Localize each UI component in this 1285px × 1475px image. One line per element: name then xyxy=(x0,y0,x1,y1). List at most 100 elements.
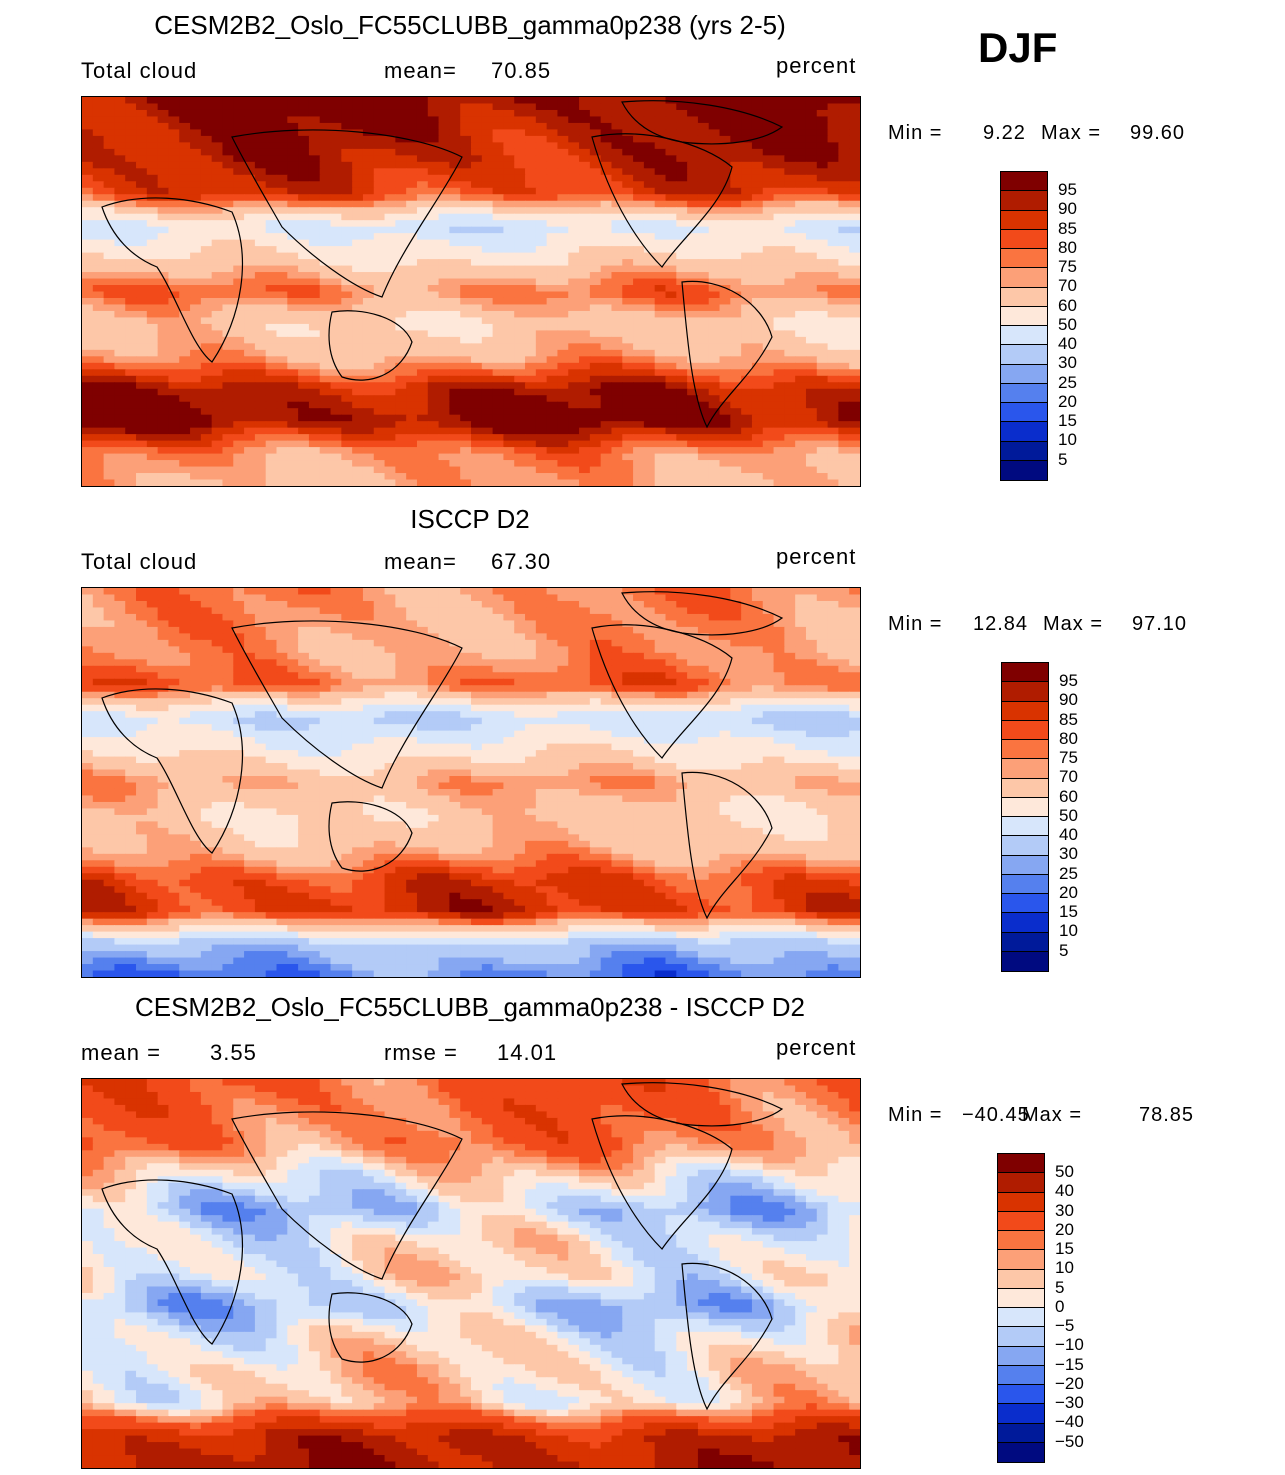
heatmap-cell xyxy=(341,129,353,137)
heatmap-cell xyxy=(579,440,591,448)
heatmap-cell xyxy=(416,388,429,396)
heatmap-cell xyxy=(481,434,494,442)
heatmap-cell xyxy=(762,272,775,280)
heatmap-cell xyxy=(254,310,267,319)
heatmap-cell xyxy=(222,613,234,622)
heatmap-cell xyxy=(471,200,483,208)
heatmap-cell xyxy=(849,317,860,325)
heatmap-cell xyxy=(114,174,126,182)
heatmap-cell xyxy=(92,626,105,634)
heatmap-cell xyxy=(136,473,148,481)
heatmap-cell xyxy=(535,285,548,293)
heatmap-cell xyxy=(190,259,202,267)
heatmap-cell xyxy=(168,103,180,111)
heatmap-cell xyxy=(460,109,472,118)
heatmap-cell xyxy=(233,226,245,234)
heatmap-cell xyxy=(222,479,234,486)
heatmap-cell xyxy=(654,213,667,221)
heatmap-cell xyxy=(535,447,548,455)
heatmap-cell xyxy=(373,168,386,176)
heatmap-cell xyxy=(546,272,559,280)
heatmap-cell xyxy=(341,369,353,377)
heatmap-cell xyxy=(179,310,191,319)
heatmap-cell xyxy=(600,473,613,481)
heatmap-cell xyxy=(103,246,116,254)
heatmap-cell xyxy=(179,600,191,609)
heatmap-cell xyxy=(298,401,310,409)
heatmap-cell xyxy=(665,434,677,442)
heatmap-cell xyxy=(244,356,256,364)
heatmap-cell xyxy=(384,613,396,622)
heatmap-cell xyxy=(805,330,818,338)
heatmap-cell xyxy=(643,375,656,383)
heatmap-cell xyxy=(190,633,202,641)
heatmap-cell xyxy=(784,594,796,602)
heatmap-cell xyxy=(816,479,829,486)
heatmap-cell xyxy=(838,440,850,448)
heatmap-cell xyxy=(751,388,764,396)
heatmap-cell xyxy=(341,148,353,156)
heatmap-cell xyxy=(557,369,569,377)
heatmap-cell xyxy=(211,297,224,306)
heatmap-cell xyxy=(579,479,591,486)
heatmap-cell xyxy=(611,317,623,325)
heatmap-cell xyxy=(298,122,310,131)
heatmap-cell xyxy=(114,401,126,409)
heatmap-cell xyxy=(352,382,364,390)
heatmap-cell xyxy=(568,226,580,234)
heatmap-cell xyxy=(92,285,105,293)
heatmap-cell xyxy=(395,168,407,176)
heatmap-cell xyxy=(157,639,170,647)
heatmap-cell xyxy=(308,447,321,455)
heatmap-cell xyxy=(568,310,580,319)
heatmap-cell xyxy=(352,323,364,331)
heatmap-cell xyxy=(103,259,116,267)
heatmap-cell xyxy=(687,122,699,131)
heatmap-cell xyxy=(568,272,580,280)
heatmap-cell xyxy=(460,252,472,260)
heatmap-cell xyxy=(676,626,688,634)
heatmap-cell xyxy=(600,97,613,105)
heatmap-cell xyxy=(514,349,526,357)
heatmap-cell xyxy=(319,466,332,474)
heatmap-cell xyxy=(492,297,505,306)
heatmap-cell xyxy=(730,155,742,163)
heatmap-cell xyxy=(665,600,677,609)
heatmap-cell xyxy=(92,109,105,118)
heatmap-cell xyxy=(362,473,375,481)
heatmap-cell xyxy=(849,272,860,280)
heatmap-cell xyxy=(92,226,105,234)
heatmap-cell xyxy=(697,155,710,163)
heatmap-cell xyxy=(157,447,170,455)
heatmap-cell xyxy=(330,588,342,596)
heatmap-cell xyxy=(125,265,137,273)
heatmap-cell xyxy=(146,109,159,118)
heatmap-cell xyxy=(373,382,386,390)
heatmap-cell xyxy=(589,181,602,189)
heatmap-cell xyxy=(244,122,256,131)
heatmap-cell xyxy=(827,613,839,622)
heatmap-cell xyxy=(622,369,634,377)
heatmap-cell xyxy=(805,440,818,448)
heatmap-cell xyxy=(535,233,548,241)
heatmap-cell xyxy=(730,427,742,435)
heatmap-cell xyxy=(481,148,494,156)
heatmap-cell xyxy=(568,362,580,370)
heatmap-cell xyxy=(103,194,116,202)
heatmap-cell xyxy=(287,142,299,150)
heatmap-cell xyxy=(535,362,548,370)
heatmap-cell xyxy=(341,278,353,286)
heatmap-cell xyxy=(589,369,602,377)
heatmap-cell xyxy=(568,122,580,131)
heatmap-cell xyxy=(546,600,559,609)
heatmap-cell xyxy=(503,246,515,254)
heatmap-cell xyxy=(233,388,245,396)
heatmap-cell xyxy=(276,414,288,422)
heatmap-cell xyxy=(82,310,94,319)
heatmap-cell xyxy=(265,97,278,105)
heatmap-cell xyxy=(525,362,537,370)
heatmap-cell xyxy=(341,620,353,628)
heatmap-cell xyxy=(535,588,548,596)
heatmap-cell xyxy=(816,278,829,286)
heatmap-cell xyxy=(514,116,526,124)
